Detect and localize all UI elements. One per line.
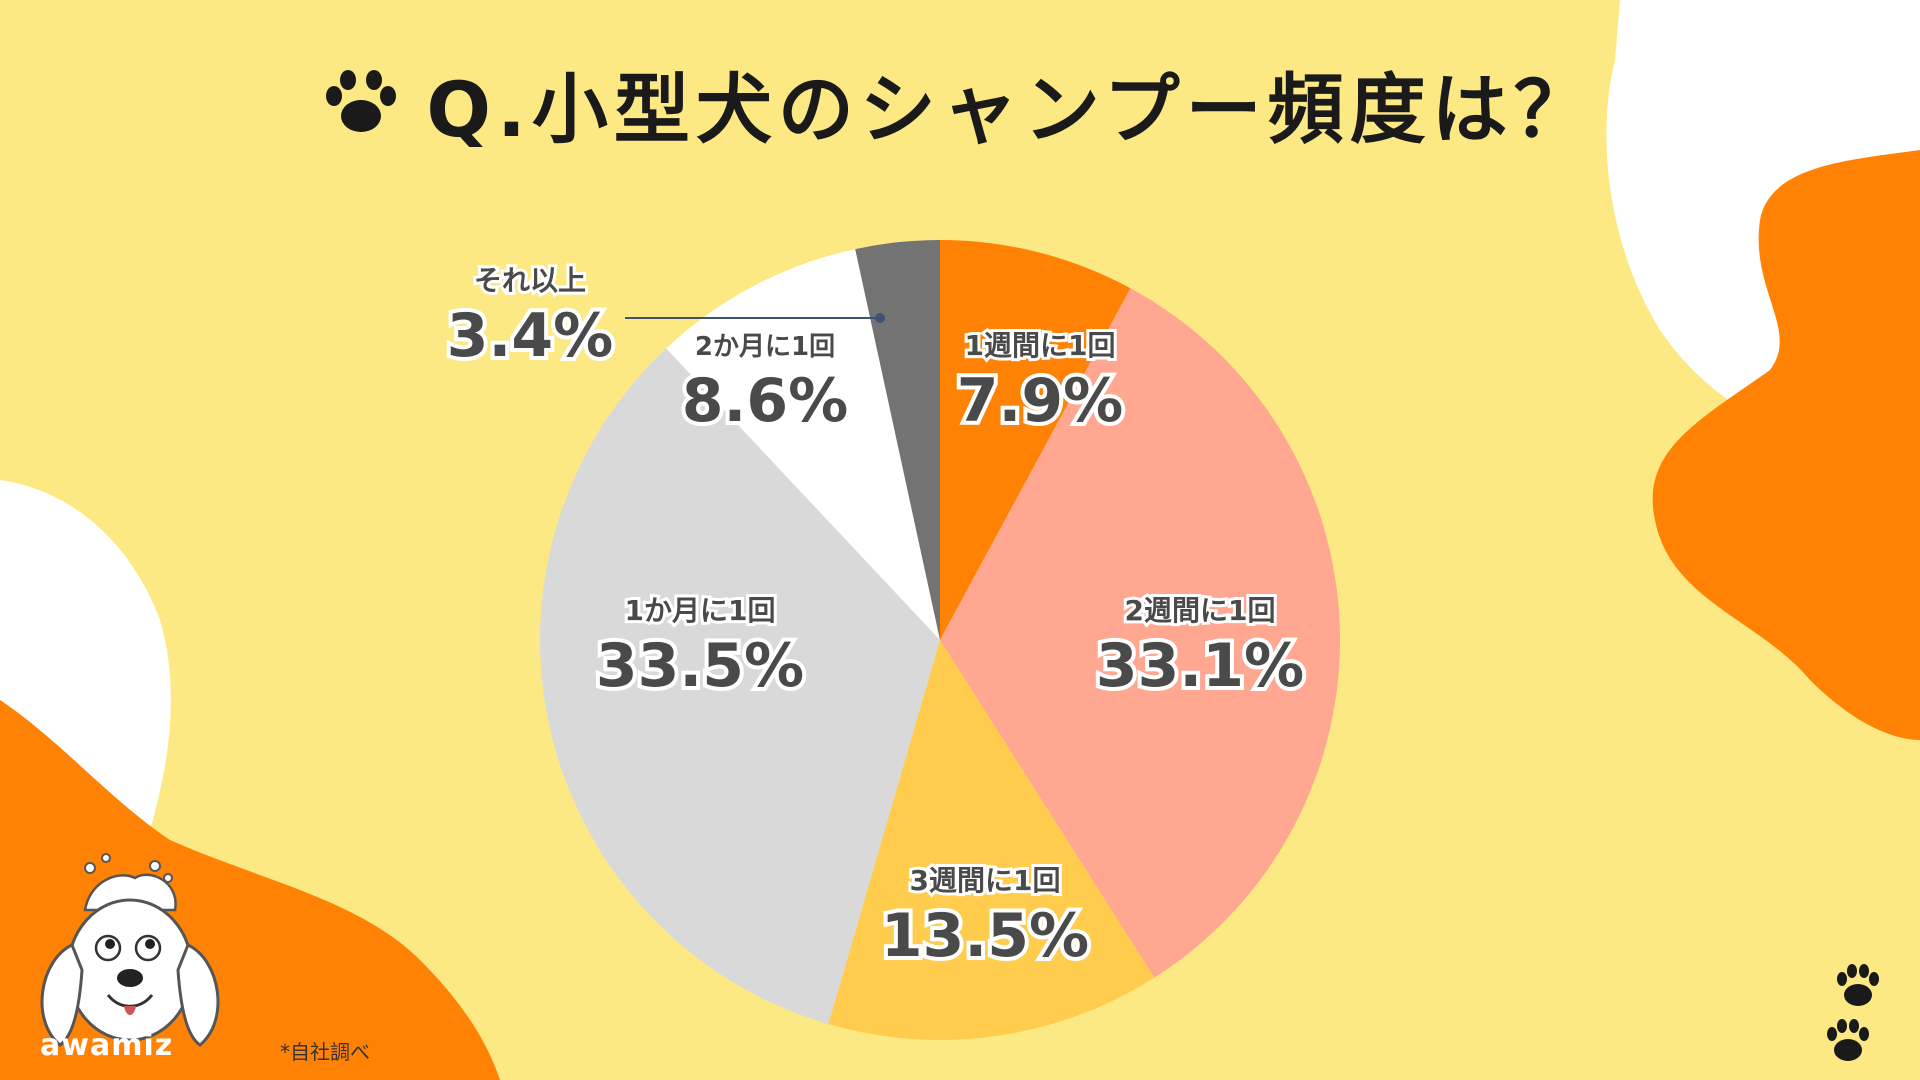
leader-dot — [875, 313, 885, 323]
chart-title: Q.小型犬のシャンプー頻度は？ — [426, 65, 1596, 154]
pie-slice — [666, 249, 940, 640]
slice-value-label: 7.9% — [957, 366, 1123, 436]
orange-blob-right — [1652, 150, 1920, 740]
slice-label: それ以上 — [474, 264, 586, 297]
dog-logo — [40, 853, 220, 1047]
pie-slice — [540, 348, 940, 1025]
slice-value-label: 8.6% — [682, 366, 848, 436]
pie-slice — [855, 240, 940, 640]
slice-label: 1か月に1回 — [625, 594, 776, 627]
slice-label: 1週間に1回 — [965, 329, 1116, 362]
title-bar: Q.小型犬のシャンプー頻度は？ — [0, 48, 1920, 158]
paw-icon — [1827, 1019, 1869, 1061]
slice-value-label: 33.5% — [596, 631, 804, 701]
paw-icon — [1837, 964, 1879, 1006]
source-note: *自社調べ — [280, 1040, 370, 1064]
slice-value-label: 3.4% — [447, 301, 613, 371]
slice-value-label: 13.5% — [881, 901, 1089, 971]
pie-slice — [828, 640, 1155, 1040]
slice-value-label: 33.1% — [1096, 631, 1304, 701]
pie-slice — [940, 288, 1340, 978]
pie-slice — [940, 240, 1131, 640]
slice-label: 2か月に1回 — [695, 332, 835, 362]
slice-label: 2週間に1回 — [1125, 594, 1276, 627]
brand-logo-text: awamiz — [40, 1028, 174, 1063]
slice-label: 3週間に1回 — [910, 864, 1061, 897]
paw-icon — [326, 70, 397, 132]
